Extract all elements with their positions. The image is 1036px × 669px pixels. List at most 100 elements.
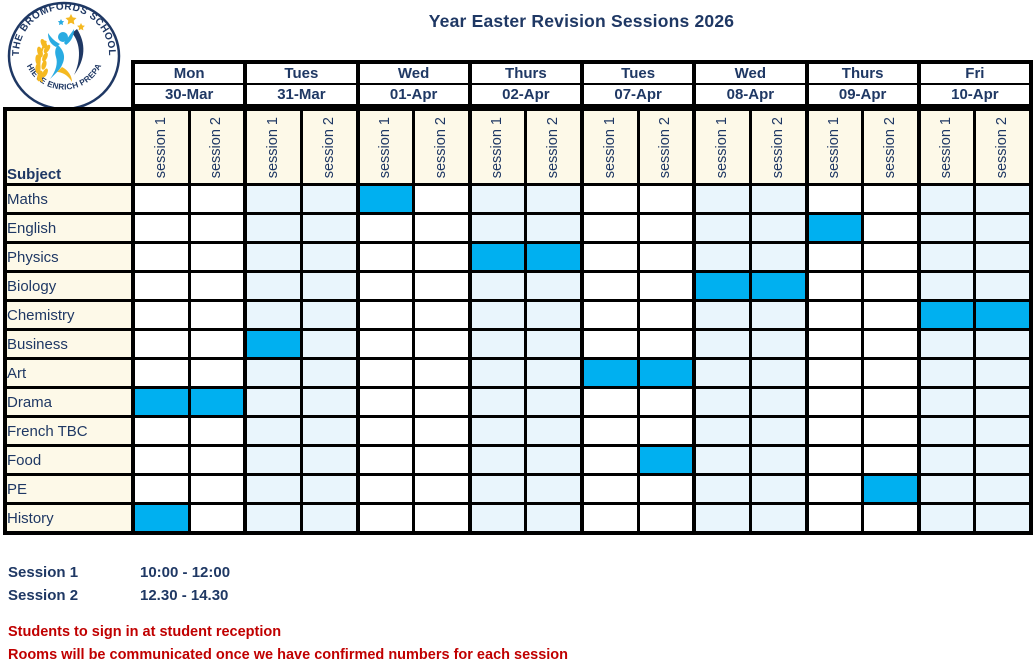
day-header-09-Apr: Thurs (804, 61, 921, 85)
subject-name: Drama (3, 386, 135, 418)
slot-pe-08-Apr-s2 (748, 473, 809, 505)
slot-business-08-Apr-s1 (692, 328, 752, 360)
slot-physics-01-Apr-s2 (412, 241, 472, 273)
legend-session-1-time: 10:00 - 12:00 (140, 564, 231, 581)
slot-english-31-Mar-s2 (299, 212, 360, 244)
dancing-figure-icon (48, 29, 84, 82)
session-header-07-Apr-s2: session 2 (636, 107, 696, 186)
slot-physics-10-Apr-s1 (916, 241, 977, 273)
slot-french-tbc-08-Apr-s1 (692, 415, 752, 447)
slot-food-10-Apr-s1 (916, 444, 977, 476)
slot-english-10-Apr-s1 (916, 212, 977, 244)
day-header-31-Mar: Tues (243, 61, 360, 85)
slot-english-31-Mar-s1 (243, 212, 303, 244)
slot-french-tbc-31-Mar-s2 (299, 415, 360, 447)
slot-drama-31-Mar-s1 (243, 386, 303, 418)
subject-name: Physics (3, 241, 135, 273)
slot-business-10-Apr-s2 (973, 328, 1033, 360)
session-header-08-Apr-s1: session 1 (692, 107, 752, 186)
slot-business-30-Mar-s2 (187, 328, 247, 360)
slot-biology-02-Apr-s2 (524, 270, 584, 302)
subject-name: Chemistry (3, 299, 135, 331)
slot-art-31-Mar-s1 (243, 357, 303, 389)
slot-physics-07-Apr-s2 (636, 241, 696, 273)
slot-business-09-Apr-s2 (861, 328, 921, 360)
slot-maths-08-Apr-s1 (692, 183, 752, 215)
slot-food-09-Apr-s1 (804, 444, 865, 476)
date-header-02-Apr: 02-Apr (467, 83, 585, 107)
slot-maths-01-Apr-s1 (355, 183, 416, 215)
subject-row-pe: PE (3, 473, 1033, 505)
slot-history-30-Mar-s2 (187, 502, 247, 535)
slot-history-01-Apr-s1 (355, 502, 416, 535)
session-header-07-Apr-s1: session 1 (579, 107, 640, 186)
slot-history-31-Mar-s1 (243, 502, 303, 535)
slot-french-tbc-09-Apr-s2 (861, 415, 921, 447)
subject-name: Biology (3, 270, 135, 302)
slot-french-tbc-07-Apr-s1 (579, 415, 640, 447)
slot-biology-30-Mar-s2 (187, 270, 247, 302)
slot-history-01-Apr-s2 (412, 502, 472, 535)
session-label: session 1 (152, 116, 169, 178)
slot-pe-10-Apr-s2 (973, 473, 1033, 505)
slot-maths-10-Apr-s2 (973, 183, 1033, 215)
session-header-01-Apr-s1: session 1 (355, 107, 416, 186)
slot-maths-10-Apr-s1 (916, 183, 977, 215)
slot-art-07-Apr-s1 (579, 357, 640, 389)
slot-food-30-Mar-s1 (130, 444, 191, 476)
slot-chemistry-30-Mar-s1 (130, 299, 191, 331)
page-title: Year Easter Revision Sessions 2026 (428, 11, 735, 31)
date-header-07-Apr: 07-Apr (579, 83, 697, 107)
slot-food-30-Mar-s2 (187, 444, 247, 476)
slot-business-01-Apr-s2 (412, 328, 472, 360)
slot-history-02-Apr-s1 (467, 502, 528, 535)
slot-french-tbc-01-Apr-s1 (355, 415, 416, 447)
slot-english-09-Apr-s1 (804, 212, 865, 244)
slot-food-08-Apr-s1 (692, 444, 752, 476)
slot-art-30-Mar-s2 (187, 357, 247, 389)
date-header-31-Mar: 31-Mar (243, 83, 360, 107)
subject-row-physics: Physics (3, 241, 1033, 273)
slot-english-08-Apr-s1 (692, 212, 752, 244)
session-label: session 2 (545, 116, 562, 178)
slot-drama-10-Apr-s2 (973, 386, 1033, 418)
subject-name: Maths (3, 183, 135, 215)
subject-row-art: Art (3, 357, 1033, 389)
subject-name: PE (3, 473, 135, 505)
slot-drama-07-Apr-s2 (636, 386, 696, 418)
slot-maths-30-Mar-s2 (187, 183, 247, 215)
slot-biology-01-Apr-s1 (355, 270, 416, 302)
slot-pe-07-Apr-s2 (636, 473, 696, 505)
subject-name: History (3, 502, 135, 535)
slot-history-07-Apr-s1 (579, 502, 640, 535)
slot-pe-01-Apr-s2 (412, 473, 472, 505)
slot-food-10-Apr-s2 (973, 444, 1033, 476)
session-label: session 1 (938, 116, 955, 178)
slot-pe-30-Mar-s1 (130, 473, 191, 505)
slot-chemistry-08-Apr-s1 (692, 299, 752, 331)
slot-food-31-Mar-s2 (299, 444, 360, 476)
slot-chemistry-09-Apr-s2 (861, 299, 921, 331)
slot-food-08-Apr-s2 (748, 444, 809, 476)
slot-physics-31-Mar-s1 (243, 241, 303, 273)
slot-physics-02-Apr-s1 (467, 241, 528, 273)
slot-history-09-Apr-s1 (804, 502, 865, 535)
slot-art-08-Apr-s2 (748, 357, 809, 389)
slot-drama-10-Apr-s1 (916, 386, 977, 418)
subject-row-food: Food (3, 444, 1033, 476)
subject-name: French TBC (3, 415, 135, 447)
session-header-30-Mar-s1: session 1 (130, 107, 191, 186)
session-label: session 2 (320, 116, 337, 178)
slot-maths-07-Apr-s2 (636, 183, 696, 215)
date-row: 30-Mar 31-Mar 01-Apr 02-Apr 07-Apr 08-Apr 09-A… (130, 83, 1034, 107)
slot-drama-02-Apr-s1 (467, 386, 528, 418)
slot-biology-10-Apr-s2 (973, 270, 1033, 302)
slot-english-01-Apr-s1 (355, 212, 416, 244)
slot-biology-07-Apr-s1 (579, 270, 640, 302)
session-header-01-Apr-s2: session 2 (412, 107, 472, 186)
slot-drama-08-Apr-s1 (692, 386, 752, 418)
session-header-09-Apr-s2: session 2 (861, 107, 921, 186)
slot-business-02-Apr-s1 (467, 328, 528, 360)
slot-maths-31-Mar-s2 (299, 183, 360, 215)
